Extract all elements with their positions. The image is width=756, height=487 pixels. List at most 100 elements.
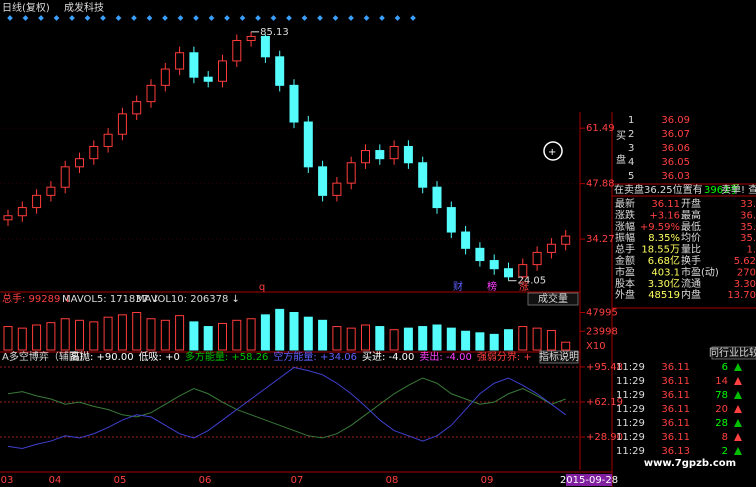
volume-bar [132,312,142,351]
volume-bar [203,326,213,351]
trade-volume: 6 [722,362,728,373]
volume-bar [303,316,313,351]
trade-price: 36.11 [661,404,690,415]
unit-label: X10 [586,341,606,352]
stat-label: 均价 [681,232,701,244]
volume-bar [446,327,456,351]
candle-body [546,243,556,253]
volume-bar [160,319,170,351]
volume-legend: MAVOL5: 171837 ↓ [62,294,160,305]
stat-label: 量比 [681,244,701,256]
stat-value: 270 [737,267,756,278]
trade-arrow [734,405,742,413]
x-tick-label: 05 [114,475,127,486]
trade-time: 11:29 [616,446,645,457]
tab[interactable] [711,346,756,360]
candle-body [75,158,84,168]
x-tick-label: 08 [386,475,399,486]
stat-value: 13.70 [727,290,756,301]
volume-bar [475,332,485,351]
candle-body [275,56,285,86]
indicator-legend: 强弱分界: + [477,351,532,363]
volume-bar [175,315,185,351]
volume-bar [246,318,256,351]
signal-diamond [22,15,29,21]
stat-label: 涨幅 [615,220,635,233]
candle-body [418,162,428,188]
stat-value: 1. [746,245,756,256]
volume-bar [318,319,328,351]
watermark: www.7gpzb.com [644,458,736,469]
volume-bar [403,327,413,351]
stat-label: 最高 [681,208,701,221]
stat-label: 内盘 [681,288,701,301]
candle-body [403,145,413,164]
chart-title: 日线(复权) [2,1,50,14]
stat-label: 股本 [615,277,635,290]
candle-body [60,166,70,188]
level-price: 36.05 [661,157,690,168]
candle-body [232,40,242,62]
volume-bar [332,326,342,351]
volume-bar [532,327,542,351]
indicator-legend: 多方能量: +58.26 [185,350,269,363]
trade-time: 11:29 [616,432,645,443]
trade-volume: 20 [715,404,728,415]
stat-label: 换手 [681,254,701,267]
candle-body [375,150,385,160]
trade-time: 11:29 [616,390,645,401]
candle-body [318,166,328,196]
trade-price: 36.11 [661,362,690,373]
x-tick-label: 04 [49,475,62,486]
notice-tail: 卖单! 查看详 [721,183,756,196]
y-tick-label: +62.19 [586,397,623,408]
candle-body [489,260,499,270]
stat-label: 流通 [681,277,701,290]
volume-bar [361,324,370,351]
volume-bar [289,312,299,351]
candle-body [160,68,170,86]
volume-bar [17,327,27,351]
trade-volume: 14 [715,376,728,387]
candle-body [461,231,471,249]
volume-bar [117,314,127,351]
date-box [566,474,612,486]
stat-label: 外盘 [615,288,635,301]
indicator-legend: 空方能量: +34.06 [273,350,357,363]
volume-bar [389,329,399,351]
y-tick-label: 47.88 [586,179,615,190]
stat-value: 35. [740,233,756,244]
volume-bar [75,319,84,351]
y-tick-label: 47995 [586,308,618,319]
volume-bar [260,314,270,351]
side-label: 买 [616,130,626,142]
stat-value: 36. [740,210,756,221]
button[interactable] [539,350,579,364]
trade-volume: 78 [715,390,728,401]
trade-price: 36.11 [661,418,690,429]
stat-value: 48519 [648,290,680,301]
level-index: 5 [628,171,634,182]
trade-arrow [734,391,742,399]
candle-body [117,113,127,135]
candle-body [532,251,542,266]
volume-bar [275,308,285,351]
level-index: 1 [628,115,634,126]
trade-time: 11:29 [616,404,645,415]
level-price: 36.09 [661,115,690,126]
level-price: 36.03 [661,171,690,182]
candle-body [203,76,213,82]
stat-value: 35. [740,222,756,233]
candle-body [32,194,42,209]
stat-value: 18.55万 [641,245,680,256]
trade-price: 36.11 [661,390,690,401]
candle-body [561,235,571,245]
stat-value: 5.62 [734,256,756,267]
volume-bar [346,327,356,351]
trades-header: 同行业比较 [709,346,756,359]
trade-price: 36.13 [661,446,690,457]
candle-body [246,35,256,42]
event-marker: 榜 [487,280,497,293]
indicator-legend: 低吸: +0 [139,350,180,363]
trade-arrow [734,433,742,441]
